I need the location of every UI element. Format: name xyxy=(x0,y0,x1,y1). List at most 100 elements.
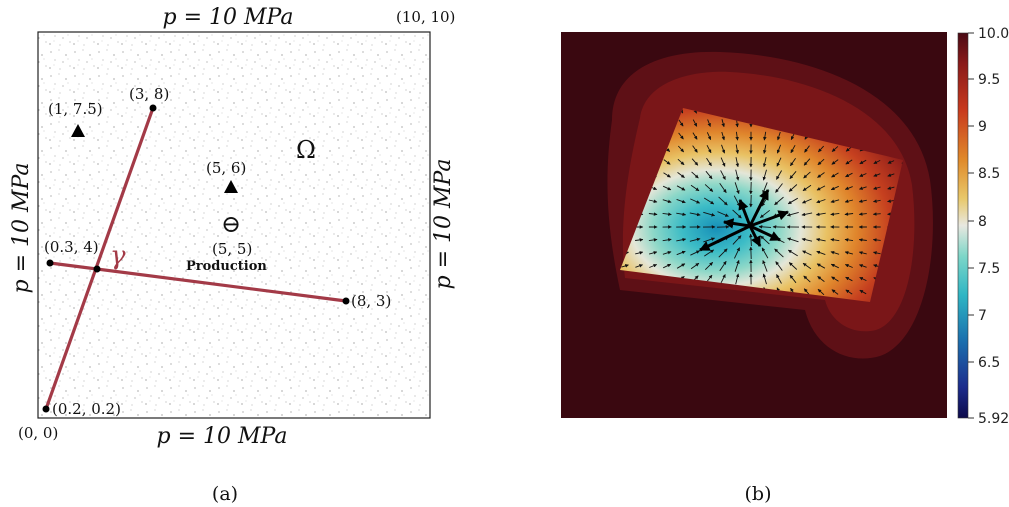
velocity-arrow xyxy=(732,235,742,245)
colorbar-tick-label: 7 xyxy=(978,308,987,324)
velocity-arrow xyxy=(845,159,853,165)
velocity-arrow xyxy=(776,157,782,167)
velocity-arrow xyxy=(720,157,726,167)
marker-label-1-7.5: (1, 7.5) xyxy=(48,100,103,118)
velocity-arrow xyxy=(858,212,867,216)
boundary-top-label: p = 10 MPa xyxy=(163,5,294,30)
velocity-arrow xyxy=(706,144,712,154)
velocity-arrow xyxy=(761,247,769,259)
velocity-arrow-major xyxy=(748,189,770,227)
production-label: Production xyxy=(186,259,267,274)
velocity-arrow xyxy=(790,157,796,167)
velocity-arrow xyxy=(802,198,812,204)
colorbar-tick-label: 8 xyxy=(978,214,987,230)
velocity-arrow xyxy=(663,263,672,269)
velocity-arrow xyxy=(691,171,699,179)
velocity-arrow xyxy=(706,132,712,141)
caption-b: (b) xyxy=(745,483,772,505)
velocity-arrow xyxy=(787,237,799,243)
velocity-arrow xyxy=(734,182,740,195)
velocity-arrow xyxy=(649,264,658,268)
colorbar-tick-label: 5.92 xyxy=(978,411,1009,427)
velocity-arrow xyxy=(776,274,782,284)
velocity-arrow xyxy=(662,212,672,216)
omega-domain-symbol: Ω xyxy=(296,136,316,164)
velocity-arrow xyxy=(762,273,767,285)
velocity-arrow xyxy=(648,199,658,203)
colorbar-tick-label: 8.5 xyxy=(978,166,1000,182)
domain-omega-box xyxy=(37,31,431,419)
point-label-3-8: (3, 8) xyxy=(129,85,169,103)
velocity-arrow xyxy=(721,131,725,141)
velocity-arrow-major xyxy=(748,225,762,247)
velocity-arrow xyxy=(662,199,672,204)
boundary-left-label: p = 10 MPa xyxy=(9,163,34,294)
velocity-arrow xyxy=(830,250,840,255)
velocity-arrow xyxy=(662,185,672,191)
velocity-arrow xyxy=(859,264,867,268)
velocity-arrow xyxy=(735,144,740,154)
velocity-arrow xyxy=(844,251,854,255)
velocity-arrow xyxy=(803,171,811,179)
fracture-line-1 xyxy=(44,107,155,410)
velocity-arrow xyxy=(788,262,798,270)
colorbar-tick-label: 6.5 xyxy=(978,355,1000,371)
velocity-arrow xyxy=(775,183,783,193)
velocity-arrow xyxy=(692,145,698,153)
endpoint-0.2-0.2 xyxy=(42,405,50,413)
velocity-arrow xyxy=(621,264,629,268)
velocity-arrow xyxy=(692,132,698,140)
velocity-arrow xyxy=(790,144,796,154)
velocity-arrow xyxy=(830,263,839,269)
velocity-arrow xyxy=(774,196,784,206)
velocity-arrow xyxy=(789,274,797,284)
velocity-arrow xyxy=(662,238,672,242)
velocity-arrow xyxy=(720,170,726,180)
velocity-arrow xyxy=(787,197,799,205)
velocity-arrow xyxy=(801,237,813,242)
boundary-bottom-label: p = 10 MPa xyxy=(157,424,288,449)
velocity-arrow xyxy=(707,119,711,127)
colorbar-tick-label: 10.0 xyxy=(978,26,1009,42)
velocity-arrow xyxy=(775,261,783,271)
point-label-8-3: (8, 3) xyxy=(351,292,391,310)
velocity-arrow xyxy=(859,276,867,282)
point-label-0.3-4: (0.3, 4) xyxy=(44,238,99,256)
velocity-arrow xyxy=(816,237,826,242)
velocity-arrow xyxy=(887,199,895,203)
velocity-arrow xyxy=(816,250,826,256)
velocity-arrow xyxy=(859,159,867,165)
velocity-arrow xyxy=(873,186,881,190)
velocity-arrow xyxy=(676,198,686,204)
velocity-arrow xyxy=(859,186,867,190)
velocity-arrow-major xyxy=(722,218,751,229)
corner-bottom-left-label: (0, 0) xyxy=(18,424,58,442)
velocity-arrow xyxy=(733,247,741,259)
velocity-arrow xyxy=(691,158,699,166)
production-well-symbol: ⊖ xyxy=(221,210,241,238)
velocity-arrow xyxy=(831,146,839,152)
velocity-arrow xyxy=(858,238,867,242)
velocity-arrow xyxy=(648,251,658,255)
endpoint-0.3-4 xyxy=(46,259,54,267)
velocity-arrow xyxy=(690,198,701,204)
velocity-arrow xyxy=(704,184,714,192)
velocity-arrow xyxy=(858,251,867,255)
velocity-arrow xyxy=(786,211,799,217)
velocity-arrow xyxy=(760,235,770,245)
velocity-arrow xyxy=(676,250,686,256)
velocity-arrow xyxy=(845,172,853,178)
velocity-arrow xyxy=(721,144,726,154)
gamma-fracture-symbol: γ xyxy=(110,241,126,271)
velocity-arrow xyxy=(676,212,687,217)
velocity-arrow xyxy=(887,186,895,190)
velocity-arrow xyxy=(816,199,826,204)
velocity-arrow xyxy=(704,261,714,271)
velocity-arrow xyxy=(689,237,701,242)
velocity-arrow xyxy=(717,211,729,217)
velocity-arrow xyxy=(873,173,881,177)
velocity-arrow xyxy=(635,238,644,242)
velocity-arrow xyxy=(690,184,700,192)
velocity-arrow xyxy=(817,276,825,282)
endpoint-8-3 xyxy=(342,297,350,305)
